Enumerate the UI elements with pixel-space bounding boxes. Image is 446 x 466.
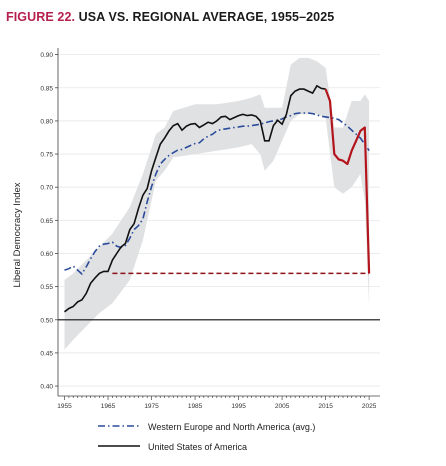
- x-tick-label: 2005: [275, 403, 290, 410]
- y-axis-label: Liberal Democracy Index: [12, 182, 23, 287]
- x-tick-label: 1985: [188, 403, 203, 410]
- legend-label-regional-average: Western Europe and North America (avg.): [148, 422, 315, 432]
- x-tick-label: 1995: [231, 403, 246, 410]
- y-tick-label: 0.45: [40, 350, 53, 357]
- legend: Western Europe and North America (avg.) …: [98, 422, 315, 452]
- series-line-usa: [64, 84, 326, 313]
- series-line-regional-average: [64, 112, 370, 276]
- y-tick-label: 0.80: [40, 118, 53, 125]
- y-tick-label: 0.40: [40, 384, 53, 391]
- y-tick-label: 0.65: [40, 218, 53, 225]
- x-tick-label: 2015: [318, 403, 333, 410]
- figure-title-text: USA VS. REGIONAL AVERAGE, 1955–2025: [78, 10, 335, 24]
- legend-label-usa: United States of America: [148, 442, 247, 452]
- y-tick-label: 0.75: [40, 152, 53, 159]
- y-tick-label: 0.60: [40, 251, 53, 258]
- figure-number: FIGURE 22.: [6, 10, 76, 24]
- confidence-band: [64, 57, 370, 350]
- figure-title: FIGURE 22. USA VS. REGIONAL AVERAGE, 195…: [6, 10, 334, 24]
- decline-highlight-line: [324, 88, 371, 274]
- x-axis: 1955 1965 1975 1985 1995 2005 2015 2025: [57, 395, 380, 410]
- x-tick-label: 1955: [57, 403, 72, 410]
- x-tick-label: 1975: [144, 403, 159, 410]
- y-axis: 0.40 0.45 0.50 0.55 0.60 0.65 0.70 0.75 0.80 0.85…: [40, 48, 59, 396]
- y-tick-label: 0.55: [40, 284, 53, 291]
- y-tick-label: 0.50: [40, 317, 53, 324]
- y-tick-label: 0.90: [40, 52, 53, 59]
- x-tick-label: 2025: [362, 403, 377, 410]
- x-tick-label: 1965: [101, 403, 116, 410]
- y-tick-label: 0.70: [40, 185, 53, 192]
- y-tick-label: 0.85: [40, 85, 53, 92]
